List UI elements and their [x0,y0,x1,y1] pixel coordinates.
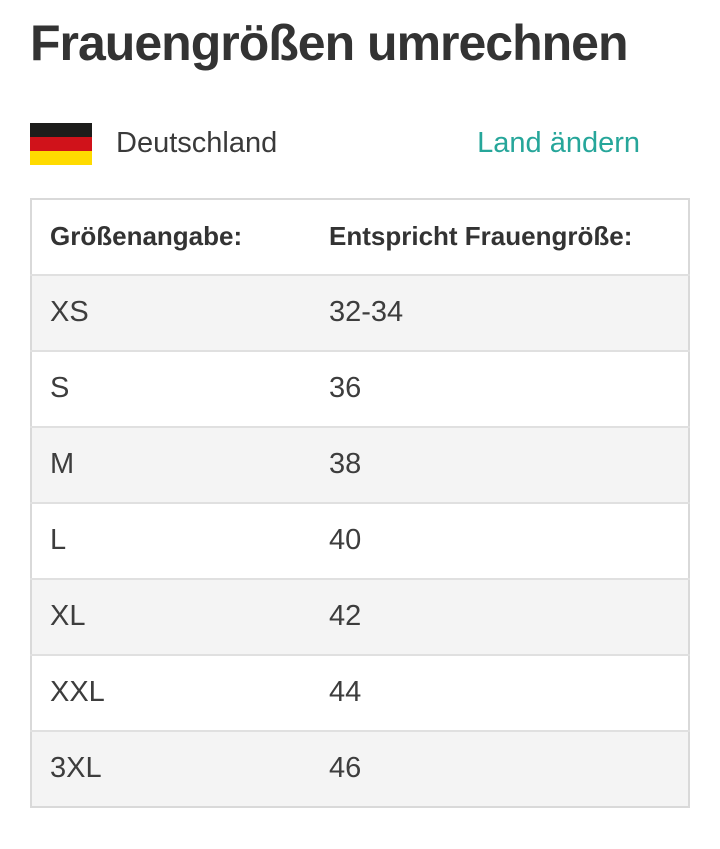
header-row: Größenangabe: Entspricht Frauengröße: [31,198,689,275]
size-cell: M [50,448,75,480]
country-name: Deutschland [116,127,278,159]
table-row: XXL 44 [31,654,689,731]
size-table-header: Größenangabe: Entspricht Frauengröße: [31,198,689,275]
table-row: L 40 [31,502,689,579]
size-cell: XXL [50,676,105,708]
country-selector-row: Deutschland Land ändern [30,122,690,165]
header-size-label: Größenangabe: [31,198,311,275]
page-title: Frauengrößen umrechnen [30,15,629,71]
converted-size-cell: 40 [329,524,362,556]
size-cell: XL [50,600,86,632]
flag-stripe-black [30,122,92,137]
flag-stripe-red [30,136,92,151]
germany-flag-icon [30,122,92,165]
table-row: M 38 [31,426,689,503]
converted-size-cell: 36 [329,372,362,404]
size-cell: L [50,524,67,556]
table-row: 3XL 46 [31,730,689,807]
size-cell: S [50,372,70,404]
converted-size-cell: 32-34 [329,296,404,328]
converted-size-cell: 38 [329,448,362,480]
flag-stripe-gold [30,150,92,165]
size-conversion-table: Größenangabe: Entspricht Frauengröße: XS… [30,197,690,808]
table-row: XL 42 [31,578,689,655]
change-country-link[interactable]: Land ändern [477,127,640,159]
table-row: S 36 [31,350,689,427]
size-table-body: XS 32-34 S 36 M 38 L 40 XL 42 XXL 44 3XL 46 [31,274,689,807]
header-converted-label: Entspricht Frauengröße: [311,198,689,275]
size-cell: XS [50,296,89,328]
converted-size-cell: 46 [329,752,362,784]
size-cell: 3XL [50,752,102,784]
converted-size-cell: 44 [329,676,362,708]
table-row: XS 32-34 [31,274,689,351]
converted-size-cell: 42 [329,600,362,632]
